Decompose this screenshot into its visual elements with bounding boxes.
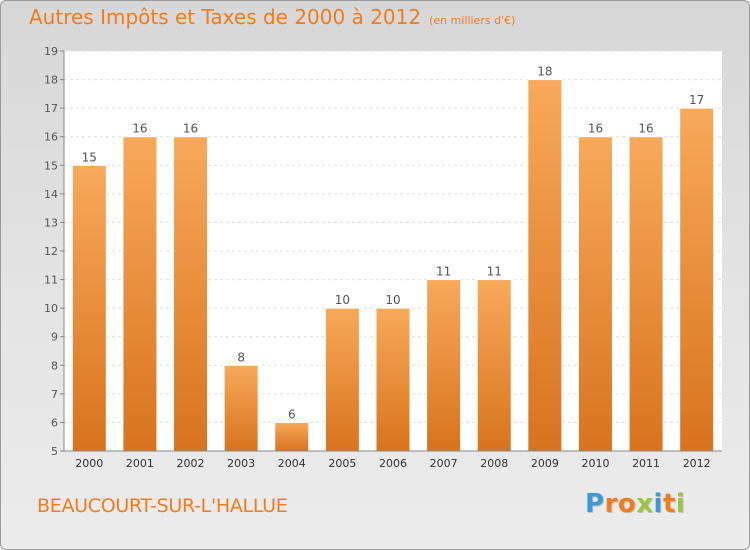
x-tick-label: 2002 <box>177 457 205 470</box>
bar-value-label: 18 <box>537 65 552 79</box>
x-tick-label: 2003 <box>227 457 255 470</box>
bar <box>122 136 158 452</box>
chart-unit: (en milliers d'€) <box>429 14 516 27</box>
bars: 15 16 16 8 6 10 10 11 11 18 16 16 17 <box>71 65 715 452</box>
y-tick-label: 16 <box>44 131 58 144</box>
y-tick-label: 7 <box>51 388 58 401</box>
bar-value-label: 6 <box>288 407 296 421</box>
x-tick-label: 2006 <box>379 457 407 470</box>
bar <box>324 307 360 452</box>
bar-value-label: 11 <box>487 265 502 279</box>
x-tick-label: 2000 <box>75 457 103 470</box>
logo-letter: r <box>604 489 618 519</box>
y-tick-label: 8 <box>51 359 58 372</box>
bar <box>577 136 613 452</box>
x-tick-label: 2009 <box>531 457 559 470</box>
logo-letter: t <box>662 489 676 519</box>
bar-value-label: 10 <box>385 293 400 307</box>
chart-title-text: Autres Impôts et Taxes de 2000 à 2012 <box>29 5 422 29</box>
y-axis: 5 6 7 8 9 10 11 12 13 14 15 16 17 18 19 <box>44 45 65 458</box>
bar <box>527 79 563 452</box>
x-tick-label: 2004 <box>278 457 306 470</box>
bar <box>679 107 715 452</box>
x-tick-label: 2008 <box>480 457 508 470</box>
bar <box>476 279 512 452</box>
bar <box>375 307 411 452</box>
y-tick-label: 5 <box>51 445 58 458</box>
x-tick-label: 2001 <box>126 457 154 470</box>
chart-title: Autres Impôts et Taxes de 2000 à 2012 (en… <box>29 5 515 29</box>
y-tick-label: 17 <box>44 102 58 115</box>
x-tick-label: 2005 <box>328 457 356 470</box>
logo-letter: i <box>653 489 663 519</box>
bar-value-label: 10 <box>335 293 350 307</box>
y-tick-label: 11 <box>44 274 58 287</box>
y-tick-label: 6 <box>51 416 58 429</box>
bar <box>71 164 107 452</box>
bar-value-label: 16 <box>183 122 198 136</box>
bar-value-label: 8 <box>237 350 245 364</box>
bar-value-label: 16 <box>638 122 653 136</box>
logo-letter: P <box>585 489 605 519</box>
y-tick-label: 12 <box>44 245 58 258</box>
x-tick-label: 2010 <box>581 457 609 470</box>
logo-letter: x <box>636 489 654 519</box>
y-tick-label: 14 <box>44 188 58 201</box>
logo-letter: o <box>617 489 637 519</box>
proxiti-logo: Proxiti <box>585 489 685 519</box>
bar <box>274 421 310 452</box>
bar <box>426 279 462 452</box>
y-tick-label: 13 <box>44 216 58 229</box>
y-tick-label: 9 <box>51 331 58 344</box>
bar <box>223 364 259 452</box>
bar <box>173 136 209 452</box>
bar-value-label: 17 <box>689 93 704 107</box>
x-tick-label: 2007 <box>430 457 458 470</box>
y-tick-label: 10 <box>44 302 58 315</box>
y-tick-label: 19 <box>44 45 58 58</box>
commune-name: BEAUCOURT-SUR-L'HALLUE <box>37 495 288 517</box>
bar-value-label: 16 <box>132 122 147 136</box>
x-axis: 2000 2001 2002 2003 2004 2005 2006 2007 2008 2009… <box>64 450 722 470</box>
bar-value-label: 16 <box>588 122 603 136</box>
y-tick-label: 18 <box>44 74 58 87</box>
x-tick-label: 2011 <box>632 457 660 470</box>
x-tick-label: 2012 <box>683 457 711 470</box>
logo-letter: i <box>675 489 686 519</box>
bar-value-label: 11 <box>436 265 451 279</box>
bar-value-label: 15 <box>82 150 97 164</box>
bar <box>628 136 664 452</box>
y-tick-label: 15 <box>44 159 58 172</box>
